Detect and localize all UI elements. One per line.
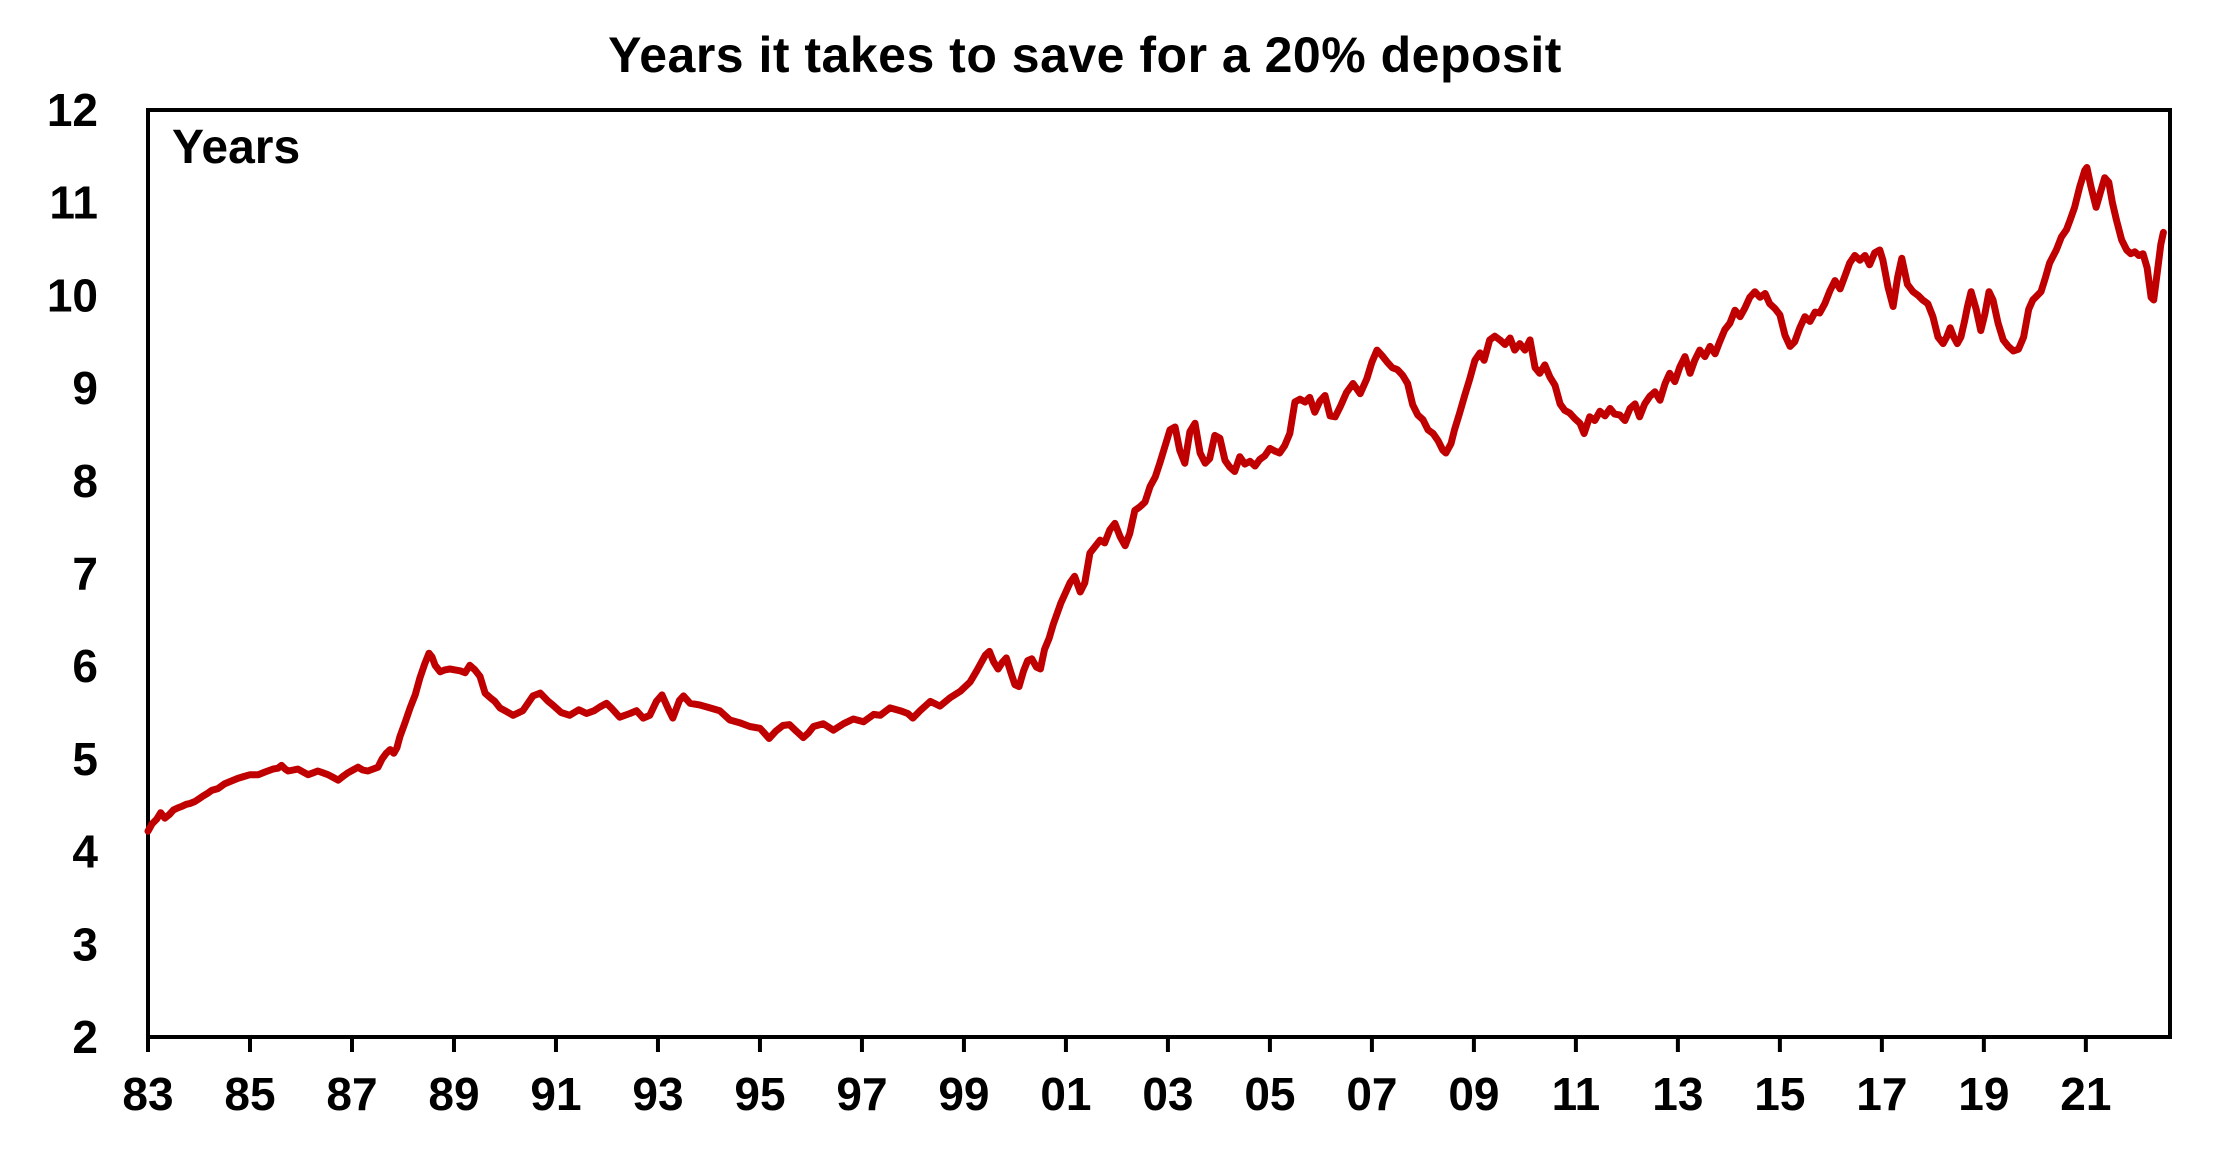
x-tick-label: 87 <box>326 1068 377 1120</box>
y-tick-label: 3 <box>72 918 98 970</box>
chart-title: Years it takes to save for a 20% deposit <box>608 27 1562 83</box>
y-tick-label: 10 <box>47 269 98 321</box>
x-tick-label: 03 <box>1142 1068 1193 1120</box>
x-axis-labels: 83 85 87 89 91 93 95 97 99 01 03 05 07 09 11 13 15 17 19 21 <box>122 1068 2111 1120</box>
x-tick-label: 95 <box>734 1068 785 1120</box>
x-tick-label: 01 <box>1040 1068 1091 1120</box>
x-tick-label: 21 <box>2060 1068 2111 1120</box>
y-tick-label: 11 <box>49 177 98 229</box>
y-tick-label: 2 <box>72 1011 98 1063</box>
y-tick-label: 7 <box>72 548 98 600</box>
x-tick-label: 91 <box>530 1068 581 1120</box>
y-axis-labels: 2 3 4 5 6 7 8 9 10 11 12 <box>47 84 99 1063</box>
x-tick-label: 13 <box>1652 1068 1703 1120</box>
x-tick-label: 11 <box>1552 1068 1601 1120</box>
x-tick-label: 89 <box>428 1068 479 1120</box>
x-tick-label: 17 <box>1856 1068 1907 1120</box>
x-tick-label: 99 <box>938 1068 989 1120</box>
axis-unit-label: Years <box>172 121 301 174</box>
x-tick-label: 93 <box>632 1068 683 1120</box>
y-tick-label: 5 <box>72 733 98 785</box>
plot-border <box>146 108 2172 1039</box>
x-tick-label: 83 <box>122 1068 173 1120</box>
y-tick-label: 6 <box>72 640 98 692</box>
y-tick-label: 8 <box>72 455 98 507</box>
y-tick-label: 9 <box>72 362 98 414</box>
x-axis-ticks <box>146 1037 2088 1052</box>
x-tick-label: 85 <box>224 1068 275 1120</box>
x-tick-label: 09 <box>1448 1068 1499 1120</box>
x-tick-label: 19 <box>1958 1068 2009 1120</box>
deposit-years-line <box>144 164 2167 835</box>
x-tick-label: 97 <box>836 1068 887 1120</box>
x-tick-label: 15 <box>1754 1068 1805 1120</box>
y-tick-label: 4 <box>72 826 98 878</box>
x-tick-label: 05 <box>1244 1068 1295 1120</box>
x-tick-label: 07 <box>1346 1068 1397 1120</box>
y-tick-label: 12 <box>47 84 98 136</box>
